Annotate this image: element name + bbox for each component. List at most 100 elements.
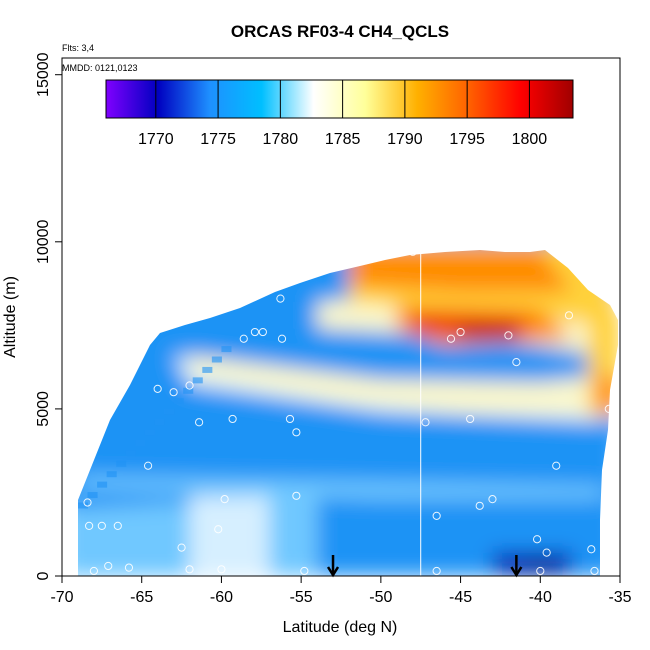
sample-point (590, 566, 599, 576)
field-cell (106, 471, 117, 478)
field-cell (202, 366, 213, 373)
sample-point (446, 334, 456, 343)
sample-point (104, 561, 113, 571)
sample-point (542, 548, 551, 557)
field-cell (221, 346, 232, 353)
colorbar-tick-label: 1795 (449, 131, 485, 148)
field-cell (125, 450, 136, 457)
sample-point (432, 566, 441, 576)
sample-point (143, 461, 153, 470)
field-band (189, 495, 270, 576)
x-axis-label: Latitude (deg N) (283, 619, 398, 636)
sample-point (124, 563, 134, 572)
sample-point (285, 414, 295, 424)
sample-point (300, 566, 309, 576)
sample-point (85, 521, 94, 530)
field-band (189, 355, 605, 416)
sample-point (169, 388, 178, 397)
sample-point (421, 418, 430, 427)
colorbar-tick-label: 1775 (200, 131, 236, 148)
sample-point (239, 334, 248, 343)
colorbar-tick-label: 1785 (325, 131, 361, 148)
sample-point (217, 565, 226, 574)
sample-point (195, 418, 204, 427)
sample-point (475, 501, 484, 510)
x-axis: -70 -65 -60 -55 -50 -45 -40 -35 (50, 576, 632, 606)
sample-point (536, 566, 545, 576)
sample-point (97, 521, 106, 530)
sample-point (250, 327, 260, 337)
sample-point (113, 521, 122, 530)
x-tick-label: -50 (369, 589, 392, 606)
profile-arrows (326, 555, 523, 578)
sample-point (587, 545, 596, 554)
sample-point (604, 404, 613, 414)
sample-point (177, 543, 186, 552)
field-cell (183, 387, 194, 394)
sample-point (214, 525, 223, 534)
plot-frame (61, 57, 621, 577)
flights-annotation: Flts: 3,4 (62, 43, 94, 53)
x-tick-label: -70 (50, 589, 73, 606)
field-cell (164, 408, 175, 415)
y-tick-label: 10000 (35, 219, 52, 264)
sample-points (83, 247, 613, 576)
field-cell (192, 377, 203, 384)
sample-point (258, 327, 267, 337)
field-cell (97, 481, 108, 488)
sample-point (564, 311, 574, 320)
sample-point (456, 327, 465, 337)
sample-point (185, 381, 194, 390)
x-tick-label: -55 (290, 589, 313, 606)
x-tick-label: -60 (210, 589, 233, 606)
sample-point (292, 428, 301, 437)
field-cell (211, 356, 222, 363)
chart-title: ORCAS RF03-4 CH4_QCLS (231, 22, 449, 41)
sample-point (153, 384, 162, 393)
sample-point (83, 498, 92, 507)
field-cell (154, 419, 165, 426)
field-band (524, 555, 557, 573)
sample-point (185, 565, 194, 574)
sample-point (512, 358, 521, 367)
sample-point (228, 414, 237, 424)
down-arrow (510, 555, 523, 578)
y-tick-label: 15000 (35, 52, 52, 97)
field-band (78, 475, 605, 500)
sample-point (408, 247, 417, 256)
field-cell (144, 429, 155, 436)
sample-point (488, 495, 497, 504)
x-tick-label: -65 (130, 589, 153, 606)
x-tick-label: -45 (449, 589, 472, 606)
data-field (78, 250, 618, 576)
sample-point (466, 414, 475, 424)
sample-point (504, 331, 513, 340)
colorbar-scale (105, 79, 574, 119)
colorbar: 1770 1775 1780 1785 1790 1795 1800 (105, 79, 574, 148)
colorbar-tick-label: 1800 (512, 131, 548, 148)
colorbar-tick-label: 1790 (387, 131, 423, 148)
x-tick-label: -40 (529, 589, 552, 606)
colorbar-tick-label: 1770 (138, 131, 174, 148)
sample-point (220, 495, 229, 504)
y-tick-label: 0 (35, 571, 52, 580)
down-arrow (326, 555, 340, 578)
field-cell (173, 398, 184, 405)
dates-annotation: MMDD: 0121,0123 (62, 63, 138, 73)
field-band (460, 325, 517, 339)
x-tick-label: -35 (608, 589, 631, 606)
sample-point (276, 294, 285, 303)
y-axis-label: Altitude (m) (2, 276, 19, 358)
y-tick-label: 5000 (35, 391, 52, 427)
y-axis: 0 5000 10000 15000 (35, 52, 62, 580)
colorbar-tick-label: 1780 (263, 131, 299, 148)
sample-point (292, 491, 301, 500)
sample-point (552, 461, 561, 470)
sample-point (89, 566, 98, 576)
field-cell (116, 460, 127, 467)
sample-point (532, 535, 542, 544)
field-band (348, 250, 573, 292)
sample-point (432, 511, 441, 520)
field-cell (87, 492, 98, 499)
